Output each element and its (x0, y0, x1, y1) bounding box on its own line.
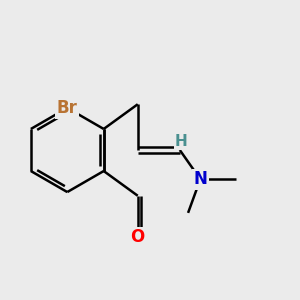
Text: N: N (194, 170, 207, 188)
Text: H: H (175, 134, 188, 149)
Text: O: O (130, 228, 145, 246)
Text: Br: Br (57, 99, 78, 117)
